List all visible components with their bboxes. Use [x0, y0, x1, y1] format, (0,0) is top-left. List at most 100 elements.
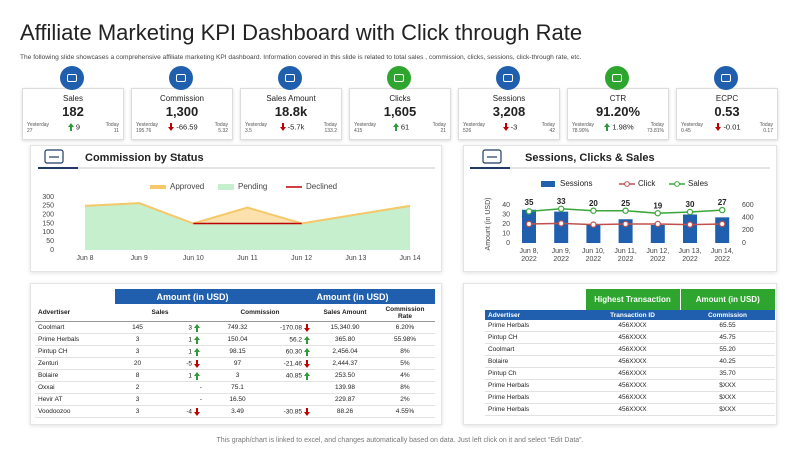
cell-text: Coolmart [38, 323, 65, 331]
cell-text: -4 [186, 408, 192, 415]
cell-text: 1 [188, 336, 192, 343]
table-cell: 75.1 [205, 381, 270, 394]
table-cell: Bolaire [35, 369, 115, 382]
table-cell [270, 393, 315, 406]
cell-text: 3.49 [231, 407, 244, 415]
cell-text: - [199, 395, 202, 403]
table-cell: 749.32 [205, 321, 270, 334]
trend-arrow [194, 359, 200, 368]
cell-text: 97 [233, 359, 242, 367]
cell-text: 8 [135, 371, 140, 379]
column-header: Commission Rate [375, 304, 435, 322]
arrow-shape [194, 335, 200, 344]
arrow-shape [194, 407, 200, 416]
kpi-icon [387, 66, 411, 90]
kpi-change: -5.7k [241, 122, 341, 132]
header-blank [35, 289, 115, 304]
cell-text: -30.85 [283, 408, 302, 415]
kpi-yesterday-label: Yesterday [572, 122, 595, 128]
kpi-card: Sales 182 Yesterday 27 Today 11 9 [22, 88, 124, 140]
kpi-icon [60, 66, 84, 90]
kpi-yesterday: 0.45 [681, 128, 691, 134]
kpi-today: 11 [113, 128, 119, 134]
x-tick-label: Jun 11, 2022 [614, 248, 637, 263]
cell-text: -170.08 [279, 324, 302, 331]
kpi-today: 133.2 [324, 128, 337, 134]
cell-text: 139.98 [335, 383, 355, 391]
kpi-icon-glyph [503, 74, 513, 82]
cell-text: 20 [133, 359, 142, 367]
table-cell: 456XXXX [585, 331, 680, 344]
table-row: Zenturi 20 -5 97 -21.46 2,444.37 5% [35, 357, 435, 370]
kpi-change-value: 61 [400, 122, 410, 132]
cell-text: 56.2 [289, 336, 302, 343]
cell-text: 2 [135, 383, 140, 391]
arrow-shape [715, 123, 722, 132]
cell-text: 15,340.90 [330, 323, 360, 331]
table-cell: Pintup Ch [485, 367, 585, 380]
kpi-card: Clicks 1,605 Yesterday 415 Today 21 61 [349, 88, 451, 140]
arrow-shape [304, 323, 310, 332]
trend-arrow [304, 335, 310, 344]
trend-arrow [168, 123, 175, 132]
kpi-change-value: -0.01 [723, 122, 741, 132]
arrow-shape [194, 323, 200, 332]
table-cell: Prime Herbals [485, 379, 585, 392]
trend-arrow [194, 347, 200, 356]
x-tick-label: Jun 13, 2022 [678, 248, 702, 263]
kpi-label: Sessions [492, 94, 526, 103]
kpi-change-value: -3 [510, 122, 518, 132]
table-cell: 3 [205, 369, 270, 382]
kpi-icon [714, 66, 738, 90]
cell-text: 749.32 [227, 323, 248, 331]
table-cell: Prime Herbals [485, 403, 585, 416]
table-cell: Pintup CH [35, 345, 115, 358]
column-header: Commission [205, 304, 315, 322]
table-cell: $XXX [680, 403, 775, 416]
x-tick-label: Jun 9, 2022 [551, 248, 571, 263]
column-header: Advertiser [485, 310, 585, 320]
trend-arrow [67, 123, 74, 132]
trend-arrow [604, 123, 611, 132]
table-cell: 1 [160, 345, 205, 358]
cell-text: 1 [188, 372, 192, 379]
table-cell: - [160, 393, 205, 406]
kpi-today: 0.17 [763, 128, 773, 134]
kpi-card: Commission 1,300 Yesterday 195.76 Today 5.32 -… [131, 88, 233, 140]
cell-text: 3 [235, 371, 240, 379]
group-header: Highest Transaction [584, 289, 680, 310]
table-cell: Prime Herbals [35, 333, 115, 346]
kpi-yesterday: 3.5 [245, 128, 252, 134]
kpi-today: 73.81% [647, 128, 664, 134]
kpi-yesterday-label: Yesterday [136, 122, 159, 128]
kpi-label: Clicks [389, 94, 411, 103]
table-row: Pintup Ch 456XXXX 35.70 [485, 367, 775, 380]
arrow-shape [194, 371, 200, 380]
trend-arrow [304, 359, 310, 368]
kpi-value: 18.8k [274, 104, 308, 119]
table-cell: $XXX [680, 391, 775, 404]
cell-text: Hevir AT [38, 395, 63, 403]
table-cell: 3.49 [205, 405, 270, 418]
kpi-today-label: Today [759, 122, 773, 128]
table-row: Prime Herbals 456XXXX 65.55 [485, 320, 775, 332]
kpi-change: -0.01 [677, 122, 777, 132]
table-cell: 456XXXX [585, 391, 680, 404]
table-row: Voodoozoo 3 -4 3.49 -30.85 88.26 4.55% [35, 405, 435, 418]
kpi-yesterday: 78.90% [572, 128, 589, 134]
column-header: Advertiser [35, 304, 115, 322]
group-header-row: Highest Transaction Amount (in USD) [485, 289, 775, 310]
column-header-row: Advertiser Transaction ID Commission [485, 310, 775, 320]
kpi-icon [278, 66, 302, 90]
x-tick-label: Jun 14, 2022 [710, 248, 734, 263]
cell-text: 1 [188, 348, 192, 355]
table-cell: -30.85 [270, 405, 315, 418]
page-title: Affiliate Marketing KPI Dashboard with C… [20, 20, 583, 45]
cell-text: 253.50 [335, 371, 355, 379]
cell-text: - [199, 383, 202, 391]
trend-arrow [279, 123, 286, 132]
table-row: Oxxai 2 - 75.1 139.98 8% [35, 381, 435, 394]
kpi-today-label: Today [214, 122, 228, 128]
kpi-label: Sales Amount [266, 94, 316, 103]
kpi-icon-glyph [67, 74, 77, 82]
